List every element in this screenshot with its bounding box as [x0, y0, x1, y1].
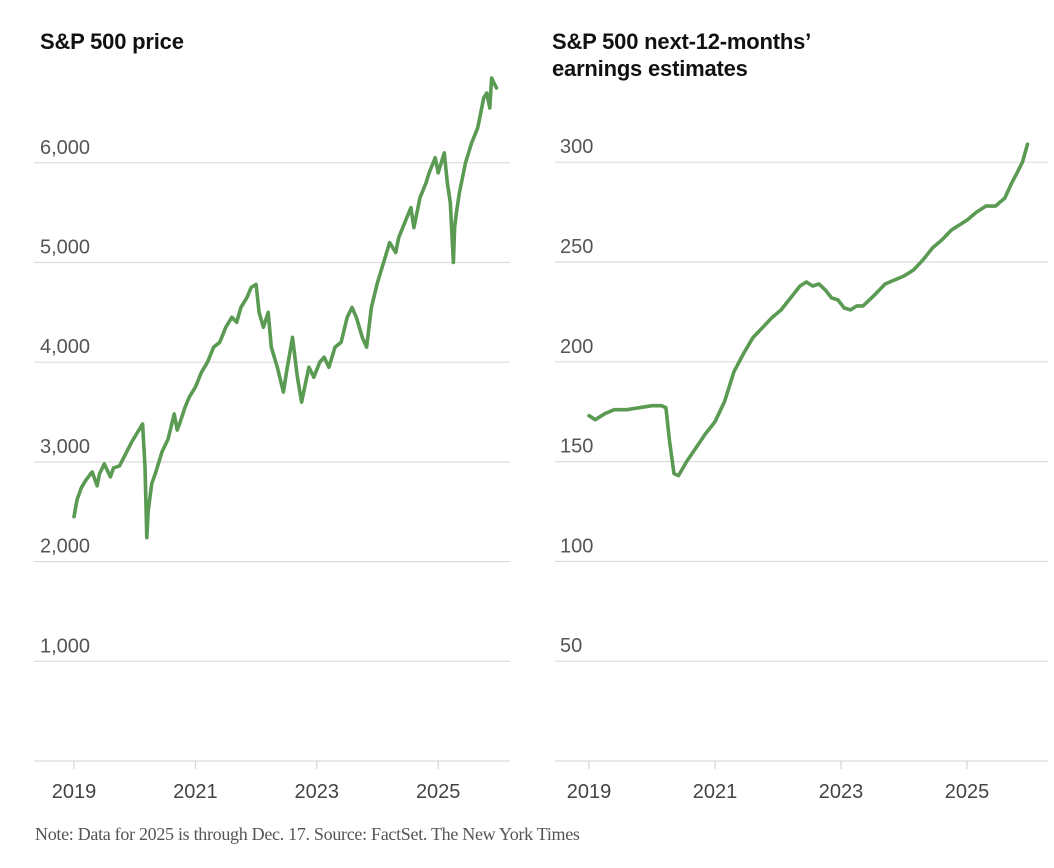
price-x-tick-label: 2023: [295, 781, 340, 803]
source-note: Note: Data for 2025 is through Dec. 17. …: [35, 824, 580, 844]
price-y-tick-label: 1,000: [40, 635, 90, 657]
price-y-tick-label: 3,000: [40, 436, 90, 458]
earnings-x-tick-label: 2023: [819, 781, 864, 803]
price-y-tick-label: 2,000: [40, 536, 90, 558]
earnings-y-tick-label: 100: [560, 535, 593, 557]
earnings-y-tick-label: 150: [560, 436, 593, 458]
price-x-tick-label: 2021: [173, 781, 218, 803]
earnings-series-line: [587, 142, 1030, 478]
earnings-y-tick-label: 300: [560, 136, 593, 158]
earnings-y-tick-label: 250: [560, 236, 593, 258]
earnings-chart-title: S&P 500 next-12-months’ earnings estimat…: [552, 29, 810, 81]
price-y-tick-label: 4,000: [40, 336, 90, 358]
earnings-x-tick-label: 2025: [945, 781, 990, 803]
earnings-x-tick-label: 2021: [693, 781, 738, 803]
price-y-tick-label: 5,000: [40, 237, 90, 259]
earnings-y-tick-label: 50: [560, 635, 582, 657]
price-y-tick-label: 6,000: [40, 137, 90, 159]
price-x-tick-label: 2025: [416, 781, 461, 803]
price-series-line: [72, 76, 499, 540]
earnings-y-tick-label: 200: [560, 336, 593, 358]
price-chart: 1,000 2,000 3,000 4,000 5,000 6,000 2019 2021 20…: [34, 76, 510, 803]
earnings-chart: 50 100 150 200 250 300 2019 2021 2023 2025: [555, 136, 1048, 803]
price-x-tick-label: 2019: [52, 781, 97, 803]
earnings-x-tick-label: 2019: [567, 781, 612, 803]
price-chart-title: S&P 500 price: [40, 29, 184, 54]
